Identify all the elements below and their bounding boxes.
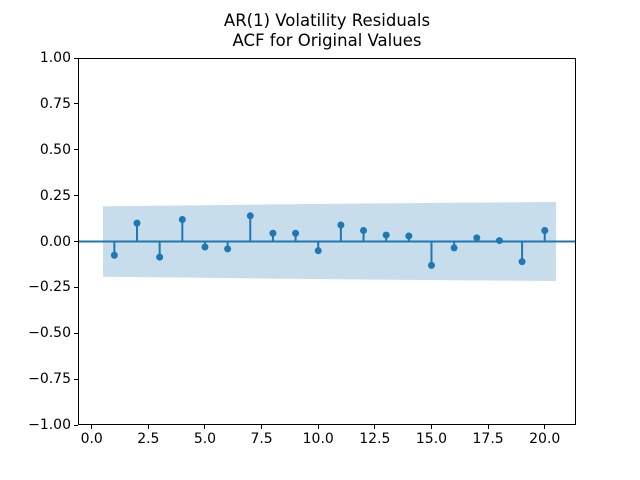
acf-marker-lag-8: [269, 229, 277, 237]
acf-marker-lag-6: [224, 245, 232, 253]
x-tick-mark: [374, 425, 376, 429]
plot-area: [78, 58, 576, 425]
x-tick-mark: [261, 425, 263, 429]
y-tick-mark: [74, 103, 78, 105]
x-tick-mark: [317, 425, 319, 429]
acf-marker-lag-1: [110, 251, 118, 259]
acf-marker-lag-15: [427, 261, 435, 269]
acf-marker-lag-7: [246, 212, 254, 220]
y-tick-mark: [74, 286, 78, 288]
x-tick-label: 2.5: [137, 431, 160, 447]
x-tick-label: 12.5: [359, 431, 391, 447]
x-tick-mark: [91, 425, 93, 429]
acf-marker-lag-5: [201, 243, 209, 251]
acf-marker-lag-13: [382, 231, 390, 239]
y-tick-mark: [74, 424, 78, 426]
x-tick-label: 17.5: [472, 431, 504, 447]
x-tick-mark: [430, 425, 432, 429]
acf-marker-lag-2: [133, 219, 141, 227]
y-tick-label: −0.75: [28, 371, 71, 388]
x-tick-mark: [544, 425, 546, 429]
y-tick-mark: [74, 378, 78, 380]
x-tick-label: 0.0: [80, 431, 103, 447]
x-tick-label: 15.0: [415, 431, 448, 447]
x-tick-label: 7.5: [250, 431, 273, 447]
axes-frame: [78, 58, 576, 425]
x-tick-label: 10.0: [302, 431, 334, 447]
acf-stem-plot: [78, 58, 576, 425]
y-tick-label: 0.75: [39, 95, 71, 112]
y-tick-mark: [74, 195, 78, 197]
chart-title: AR(1) Volatility Residuals ACF for Origin…: [78, 11, 576, 51]
acf-marker-lag-11: [337, 221, 345, 229]
acf-marker-lag-14: [405, 232, 413, 240]
acf-marker-lag-10: [314, 247, 322, 255]
chart-title-line1: AR(1) Volatility Residuals: [223, 11, 431, 30]
chart-title-line2: ACF for Original Values: [232, 31, 422, 50]
acf-marker-lag-16: [450, 244, 458, 252]
y-tick-mark: [74, 149, 78, 151]
acf-marker-lag-17: [473, 234, 481, 242]
y-tick-mark: [74, 332, 78, 334]
acf-marker-lag-9: [292, 229, 300, 237]
acf-marker-lag-18: [495, 237, 503, 245]
y-tick-label: −0.50: [28, 325, 71, 342]
y-tick-mark: [74, 57, 78, 59]
y-tick-label: −0.25: [28, 279, 71, 296]
x-tick-label: 5.0: [193, 431, 217, 447]
y-tick-label: 0.50: [39, 141, 71, 158]
x-tick-label: 20.0: [529, 431, 561, 447]
acf-marker-lag-3: [156, 253, 164, 261]
acf-marker-lag-19: [518, 258, 526, 266]
x-tick-mark: [487, 425, 489, 429]
y-tick-label: 0.25: [39, 187, 71, 204]
y-tick-label: 1.00: [39, 50, 71, 66]
acf-marker-lag-12: [360, 226, 368, 234]
y-tick-label: 0.00: [39, 233, 71, 250]
y-tick-label: −1.00: [28, 417, 71, 433]
x-tick-mark: [204, 425, 206, 429]
acf-marker-lag-4: [178, 215, 186, 223]
y-tick-mark: [74, 241, 78, 242]
x-tick-mark: [147, 425, 149, 429]
acf-marker-lag-20: [541, 226, 549, 234]
